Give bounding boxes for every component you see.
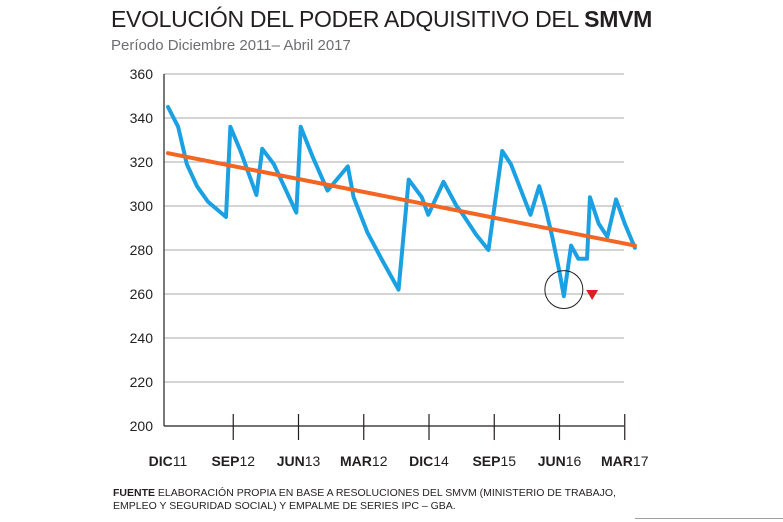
chart-title: EVOLUCIÓN DEL PODER ADQUISITIVO DEL SMVM [111, 6, 652, 33]
y-tick-label: 200 [130, 418, 154, 434]
x-tick-label: MAR17 [601, 453, 649, 469]
x-tick-label-year: 15 [500, 453, 516, 469]
x-tick-label-year: 12 [239, 453, 255, 469]
x-tick-label-month: JUN [538, 453, 566, 469]
y-tick-label: 220 [130, 374, 154, 390]
x-tick-label-year: 11 [173, 453, 188, 469]
chart-subtitle: Período Diciembre 2011– Abril 2017 [111, 37, 351, 54]
series-line-smvm [166, 105, 637, 299]
x-tick-label-year: 16 [566, 453, 582, 469]
x-tick-label-year: 14 [433, 453, 449, 469]
x-tick-label-month: SEP [211, 453, 239, 469]
x-tick-label-month: MAR [340, 453, 372, 469]
y-tick-label: 320 [130, 154, 154, 170]
x-tick-label: MAR12 [340, 453, 388, 469]
y-tick-label: 260 [130, 286, 154, 302]
x-tick-label: JUN13 [277, 453, 321, 469]
x-tick-label-month: DIC [409, 453, 433, 469]
x-tick-label: SEP12 [211, 453, 255, 469]
chart-title-bold: SMVM [584, 6, 652, 32]
down-triangle-marker [586, 290, 599, 300]
y-tick-label: 340 [130, 110, 154, 126]
x-tick-label: JUN16 [538, 453, 582, 469]
x-tick-label-year: 12 [372, 453, 388, 469]
x-tick-label: SEP15 [472, 453, 516, 469]
y-tick-label: 280 [130, 242, 154, 258]
x-tick-label-month: SEP [472, 453, 500, 469]
source-text: ELABORACIÓN PROPIA EN BASE A RESOLUCIONE… [113, 487, 616, 512]
x-tick-label: DIC11 [149, 453, 188, 469]
chart-title-prefix: EVOLUCIÓN DEL PODER ADQUISITIVO DEL [111, 6, 579, 32]
highlight-circle [544, 270, 584, 310]
y-tick-label: 360 [130, 66, 154, 82]
y-tick-label: 300 [130, 198, 154, 214]
y-tick-label: 240 [130, 330, 154, 346]
x-tick-label-year: 17 [633, 453, 649, 469]
x-tick-label-year: 13 [305, 453, 321, 469]
x-tick-label-month: JUN [277, 453, 305, 469]
source-note: FUENTE ELABORACIÓN PROPIA EN BASE A RESO… [113, 487, 633, 513]
x-tick-label-month: MAR [601, 453, 633, 469]
x-tick-label-month: DIC [149, 453, 173, 469]
footer-rule [635, 518, 783, 519]
trend-line [166, 151, 637, 248]
x-tick-label: DIC14 [409, 453, 449, 469]
source-label: FUENTE [113, 487, 155, 499]
